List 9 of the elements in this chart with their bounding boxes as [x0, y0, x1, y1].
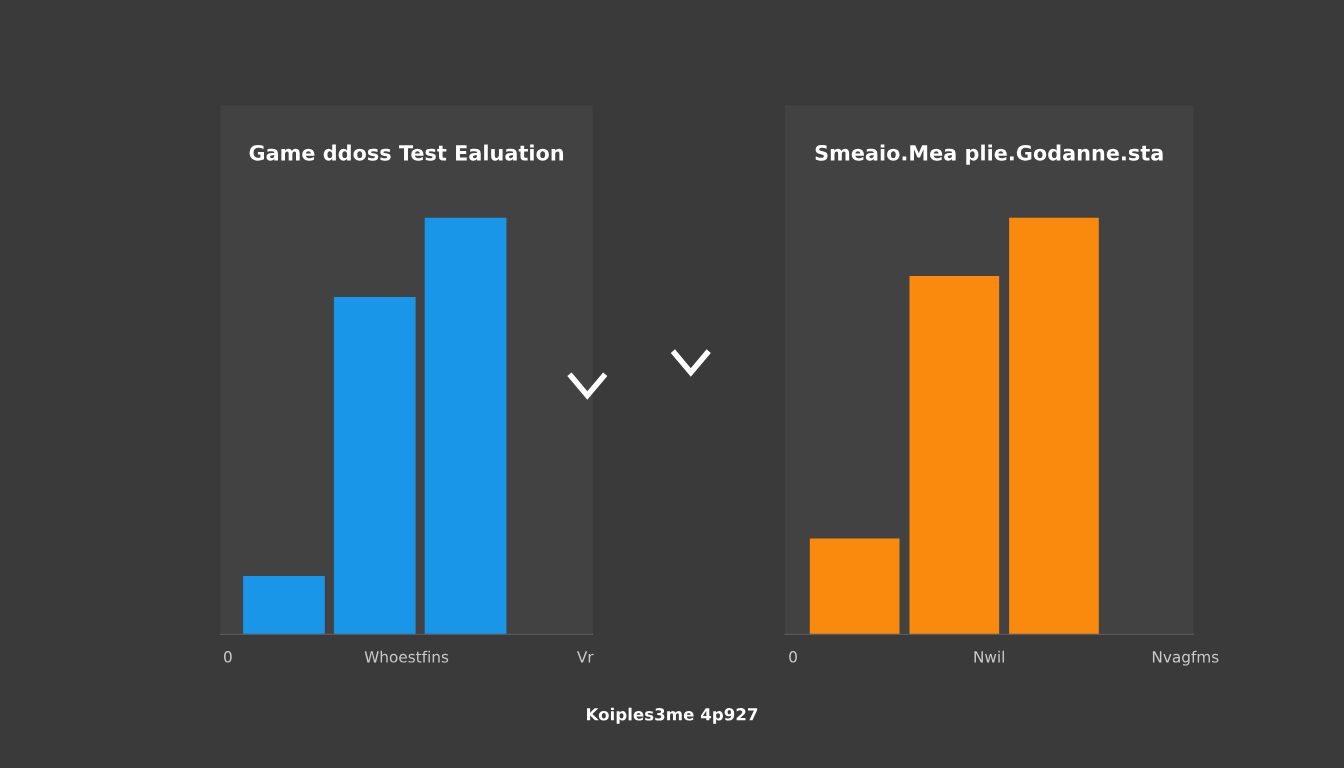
chart-title: Game ddoss Test Ealuation	[249, 144, 564, 161]
text: Koiples3me 4p927	[587, 707, 758, 724]
text: Vr	[577, 651, 594, 663]
text: Nvagfms	[1152, 650, 1219, 666]
text: 0	[224, 651, 232, 663]
text: 0	[789, 651, 797, 663]
text: Whoestfins	[364, 650, 449, 663]
text: Nwil	[974, 650, 1004, 663]
chart-title: Smeaio.Mea plie.Godanne.sta	[815, 144, 1163, 165]
